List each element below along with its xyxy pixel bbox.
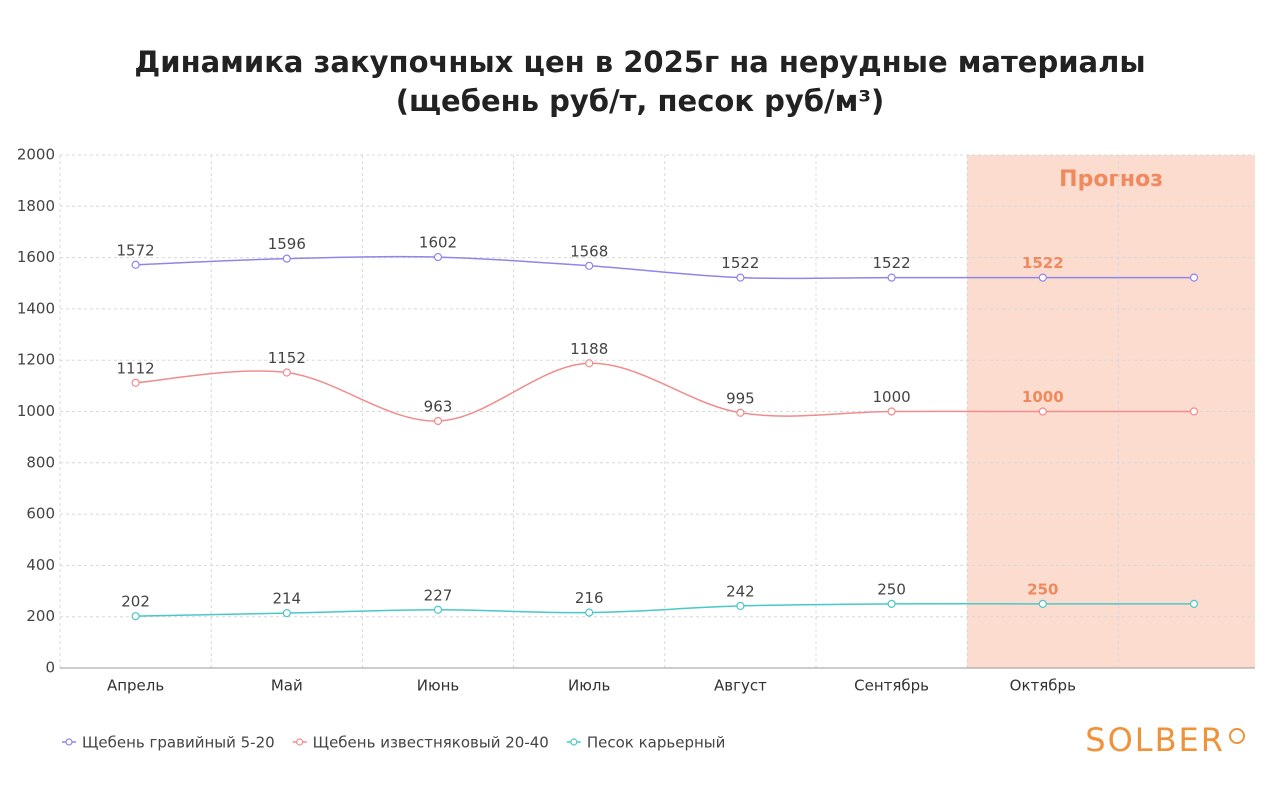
data-label: 216: [575, 589, 604, 607]
data-label: 963: [424, 397, 453, 415]
data-label: 1522: [721, 254, 759, 272]
data-label: 227: [424, 586, 453, 604]
data-point: [131, 612, 140, 621]
chart-title: Динамика закупочных цен в 2025г на неруд…: [134, 45, 1145, 79]
data-label: 202: [121, 593, 150, 611]
data-point: [736, 408, 745, 417]
y-tick-label: 400: [26, 556, 55, 574]
legend-marker: [65, 738, 73, 746]
data-point: [1038, 273, 1047, 282]
data-point: [131, 260, 140, 269]
y-tick-label: 1000: [17, 402, 55, 420]
logo: SOLBER: [1085, 721, 1225, 759]
legend-label: Щебень известняковый 20-40: [313, 734, 549, 752]
data-point: [887, 407, 896, 416]
data-point: [1189, 407, 1199, 416]
x-tick-label: Апрель: [107, 677, 164, 695]
data-point: [585, 359, 594, 368]
x-tick-label: Май: [271, 677, 303, 695]
data-label: 250: [877, 580, 906, 598]
data-point: [887, 273, 896, 282]
data-point: [433, 416, 443, 426]
data-label: 1572: [117, 241, 155, 259]
y-tick-label: 1400: [17, 299, 55, 317]
series-line: [135, 602, 1194, 617]
y-tick-label: 1600: [17, 248, 55, 266]
data-label: 995: [726, 389, 755, 407]
x-tick-label: Июль: [568, 677, 610, 695]
data-label: 1596: [268, 235, 306, 253]
data-point: [282, 368, 291, 377]
data-label: 242: [726, 582, 755, 600]
data-label: 1000: [873, 388, 911, 406]
data-point: [736, 273, 745, 282]
data-point: [282, 609, 291, 618]
data-point: [887, 599, 896, 608]
data-point: [736, 601, 745, 611]
y-tick-label: 200: [26, 607, 55, 625]
data-point: [131, 378, 140, 387]
data-label: 1188: [570, 340, 608, 358]
data-label: 1522: [1022, 254, 1064, 272]
x-tick-label: Октябрь: [1010, 677, 1076, 695]
data-label: 1568: [570, 242, 608, 260]
chart-subtitle: (щебень руб/т, песок руб/м³): [396, 84, 885, 118]
y-tick-label: 1800: [17, 197, 55, 215]
series-line: [135, 255, 1194, 280]
data-label: 1602: [419, 234, 457, 252]
legend-marker: [570, 738, 578, 746]
data-label: 1112: [117, 359, 155, 377]
data-point: [433, 252, 443, 262]
legend-label: Песок карьерный: [587, 734, 726, 752]
data-point: [1189, 273, 1199, 282]
data-label: 1000: [1022, 388, 1064, 406]
data-label: 214: [272, 590, 301, 608]
y-tick-label: 0: [45, 659, 55, 677]
x-tick-label: Август: [714, 677, 767, 695]
data-point: [1038, 599, 1047, 608]
data-point: [282, 254, 291, 263]
data-label: 1522: [873, 254, 911, 272]
legend-label: Щебень гравийный 5-20: [82, 734, 275, 752]
data-point: [585, 608, 594, 617]
x-tick-label: Июнь: [417, 677, 460, 695]
data-label: 250: [1027, 580, 1058, 598]
legend-marker: [296, 738, 304, 746]
data-point: [585, 261, 594, 270]
x-tick-label: Сентябрь: [854, 677, 929, 695]
data-point: [1038, 407, 1047, 416]
y-tick-label: 1200: [17, 351, 55, 369]
data-point: [433, 605, 443, 614]
y-tick-label: 2000: [17, 146, 55, 164]
data-point: [1189, 599, 1199, 608]
forecast-label: Прогноз: [1059, 167, 1163, 192]
series-line: [135, 362, 1194, 422]
y-tick-label: 800: [26, 453, 55, 471]
logo-mark: [1229, 728, 1245, 744]
data-label: 1152: [268, 349, 306, 367]
y-tick-label: 600: [26, 505, 55, 523]
